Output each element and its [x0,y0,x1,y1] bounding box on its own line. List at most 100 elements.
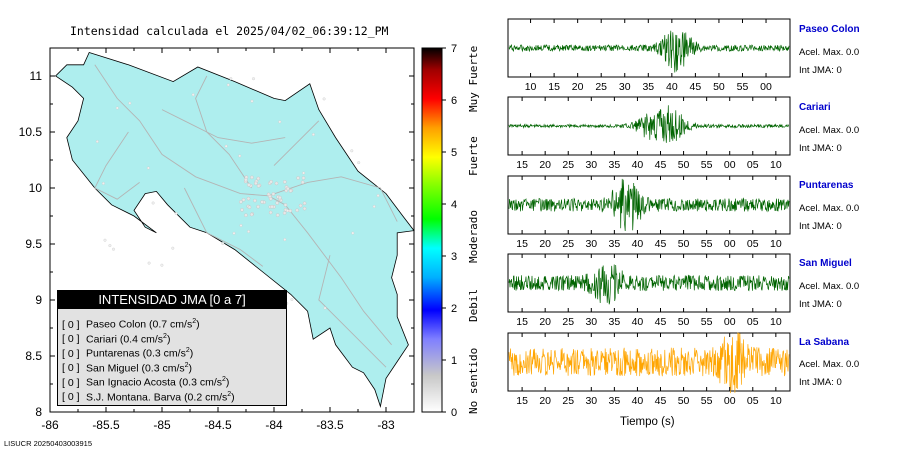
waveform-0-tick-7: 45 [690,81,702,93]
road-network [94,64,398,368]
waveform-3-tick-2: 25 [562,316,574,328]
waveform-3-tick-5: 40 [632,316,644,328]
waveform-2-tick-9: 00 [724,238,736,250]
waveform-0-tick-0: 10 [525,81,537,93]
waveform-2-tick-10: 05 [747,238,759,250]
legend-item-san-ignacio-acosta: [ 0 ] San Ignacio Acosta (0.3 cm/s2) [62,376,230,389]
colorbar-tick-0: 0 [451,407,457,419]
map-y-tick-2: 10 [29,181,43,195]
intensity-colorbar [421,47,443,413]
station-name-la-sabana: La Sabana [799,337,850,348]
station-jma-paseo-colon: Int JMA: 0 [799,65,842,76]
waveform-3-tick-11: 10 [770,316,782,328]
waveform-2-tick-5: 40 [632,238,644,250]
station-jma-puntarenas: Int JMA: 0 [799,221,842,232]
waveform-panel-2: 15 20 25 30 35 40 45 50 55 00 05 10 [507,175,791,250]
waveform-1-tick-10: 05 [747,159,759,171]
waveform-4-tick-5: 40 [632,395,644,407]
waveform-3-tick-0: 15 [516,316,528,328]
waveform-1-tick-0: 15 [516,159,528,171]
waveform-1-tick-5: 40 [632,159,644,171]
waveform-trace-0 [508,30,790,73]
waveform-2-tick-7: 50 [678,238,690,250]
map-y-tick-6: 8 [35,405,42,419]
waveform-panel-1: 15 20 25 30 35 40 45 50 55 00 05 10 [507,96,791,171]
waveform-2-tick-11: 10 [770,238,782,250]
waveform-4-tick-1: 20 [539,395,551,407]
waveform-2-tick-2: 25 [562,238,574,250]
waveform-2-tick-1: 20 [539,238,551,250]
chart-title: Intensidad calculada el 2025/04/02_06:39… [70,24,389,38]
waveform-1-tick-4: 35 [609,159,621,171]
waveform-x-axis-label: Tiempo (s) [620,416,675,428]
waveform-trace-1 [508,105,789,143]
colorbar-tick-6: 6 [451,95,457,107]
waveform-1-tick-11: 10 [770,159,782,171]
map-x-tick-2: -85 [153,418,171,432]
waveform-1-tick-9: 00 [724,159,736,171]
station-name-san-miguel: San Miguel [799,258,852,269]
colorbar-label-moderado: Moderado [467,210,480,263]
station-accel-cariari: Acel. Max. 0.0 [799,125,860,136]
colorbar-label-debil: Debil [467,288,480,322]
colorbar-tick-1: 1 [451,355,457,367]
waveform-4-tick-9: 00 [724,395,736,407]
waveform-4-tick-4: 35 [609,395,621,407]
waveform-3-tick-10: 05 [747,316,759,328]
colorbar-tick-7: 7 [451,43,457,55]
waveform-panel-4: 15 20 25 30 35 40 45 50 55 00 05 10 [507,332,791,407]
map-y-tick-1: 10.5 [19,125,43,139]
waveform-0-tick-9: 55 [737,81,749,93]
map-x-tick-3: -84.5 [204,418,232,432]
station-accel-paseo-colon: Acel. Max. 0.0 [799,47,860,58]
station-name-cariari: Cariari [799,102,831,113]
waveform-0-tick-10: 00 [760,81,772,93]
map-x-tick-0: -86 [41,418,59,432]
waveform-4-tick-7: 50 [678,395,690,407]
town-markers [95,77,380,347]
waveform-1-tick-6: 45 [655,159,667,171]
footer-id: LISUCR 20250403003915 [4,439,92,448]
waveform-2-tick-6: 45 [655,238,667,250]
waveform-0-tick-4: 30 [619,81,631,93]
map-x-tick-5: -83.5 [316,418,344,432]
waveform-trace-4 [508,332,790,394]
colorbar-label-fuerte: Fuerte [467,136,480,176]
colorbar-tick-5: 5 [451,147,457,159]
waveform-1-tick-2: 25 [562,159,574,171]
station-jma-la-sabana: Int JMA: 0 [799,377,842,388]
waveform-3-tick-8: 55 [701,316,713,328]
map-x-tick-1: -85.5 [92,418,120,432]
waveform-4-tick-6: 45 [655,395,667,407]
legend-item-cariari: [ 0 ] Cariari (0.4 cm/s2) [62,332,171,346]
waveform-3-tick-7: 50 [678,316,690,328]
waveform-2-tick-4: 35 [609,238,621,250]
waveform-3-tick-1: 20 [539,316,551,328]
waveform-4-tick-3: 30 [585,395,597,407]
station-jma-cariari: Int JMA: 0 [799,143,842,154]
waveform-4-tick-10: 05 [747,395,759,407]
costa-rica-land [54,52,415,408]
waveform-2-tick-8: 55 [701,238,713,250]
waveform-1-tick-8: 55 [701,159,713,171]
legend-header: INTENSIDAD JMA [0 a 7] [58,291,286,309]
colorbar-label-no-sentido: No sentido [467,347,480,414]
map-y-tick-0: 11 [30,69,43,83]
waveform-2-tick-0: 15 [516,238,528,250]
waveform-0-tick-8: 50 [713,81,725,93]
waveform-1-tick-1: 20 [539,159,551,171]
waveform-panel-3: 15 20 25 30 35 40 45 50 55 00 05 10 [507,253,791,328]
waveform-trace-2 [508,178,790,232]
waveform-4-tick-8: 55 [701,395,713,407]
waveform-0-tick-1: 15 [548,81,560,93]
station-accel-san-miguel: Acel. Max. 0.0 [799,281,860,292]
waveform-0-tick-2: 20 [572,81,584,93]
colorbar-tick-2: 2 [451,303,457,315]
waveform-1-tick-3: 30 [585,159,597,171]
waveform-3-tick-3: 30 [585,316,597,328]
waveform-1-tick-7: 50 [678,159,690,171]
waveform-0-tick-6: 40 [666,81,678,93]
colorbar-tick-4: 4 [451,199,457,211]
map-y-tick-4: 9 [35,293,42,307]
